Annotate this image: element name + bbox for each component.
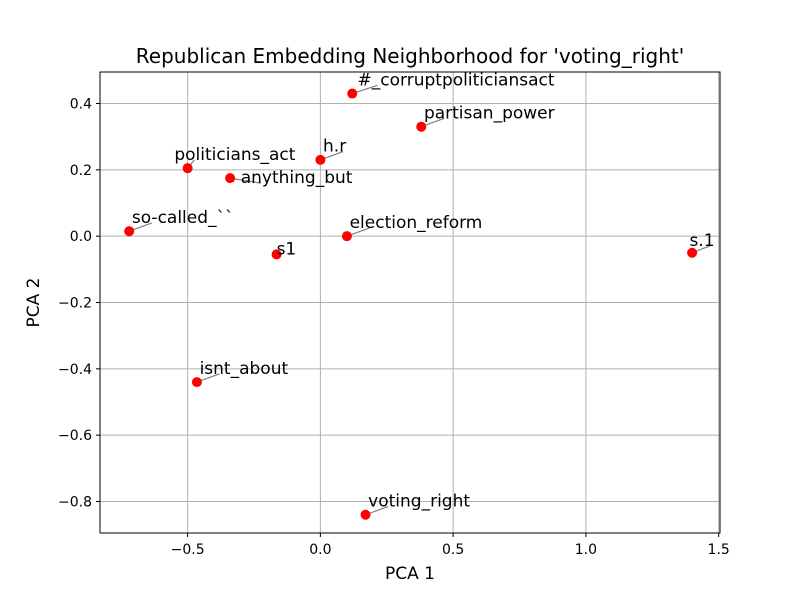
data-point	[271, 249, 282, 260]
x-tick-label: 1.5	[708, 542, 730, 558]
point-label: s1	[277, 239, 297, 259]
chart-title: Republican Embedding Neighborhood for 'v…	[136, 44, 684, 68]
data-points	[124, 88, 698, 520]
point-labels: #_corruptpoliticiansact partisan_power h.r…	[132, 70, 715, 511]
point-label: anything_but	[241, 168, 353, 188]
data-point	[315, 154, 326, 165]
point-label: voting_right	[368, 491, 470, 511]
leader-line	[230, 177, 261, 184]
data-point	[225, 173, 236, 184]
data-point	[687, 247, 698, 258]
y-tick-label: 0.0	[70, 229, 92, 245]
x-tick-label: 0.5	[442, 542, 464, 558]
axis-ticks: −0.5 0.0 0.5 1.0 1.5 −0.8 −0.6 −0.4 −0.2 0.0 0.2 0.…	[58, 97, 730, 558]
point-label: #_corruptpoliticiansact	[358, 70, 555, 90]
x-tick-label: −0.5	[171, 542, 205, 558]
data-point	[124, 226, 135, 237]
x-tick-label: 0.0	[309, 542, 331, 558]
point-label: so-called_``	[132, 208, 234, 228]
x-axis-label: PCA 1	[385, 564, 435, 584]
data-point	[360, 509, 371, 520]
point-label: h.r	[323, 137, 346, 157]
x-tick-label: 1.0	[575, 542, 597, 558]
data-point	[347, 88, 358, 99]
y-tick-label: −0.8	[58, 494, 92, 510]
data-point	[182, 163, 193, 174]
y-axis-label: PCA 2	[24, 278, 44, 328]
point-label: s.1	[689, 231, 714, 251]
data-point	[191, 377, 202, 388]
y-tick-label: −0.4	[58, 362, 92, 378]
grid-lines	[100, 72, 720, 533]
point-label: election_reform	[350, 213, 483, 233]
data-point	[416, 121, 427, 132]
point-label: partisan_power	[424, 103, 555, 123]
point-label: isnt_about	[200, 359, 289, 379]
y-tick-label: 0.4	[70, 97, 92, 113]
y-tick-label: −0.6	[58, 428, 92, 444]
y-tick-label: −0.2	[58, 296, 92, 312]
point-label: politicians_act	[174, 145, 295, 165]
data-point	[341, 231, 352, 242]
y-tick-label: 0.2	[70, 163, 92, 179]
